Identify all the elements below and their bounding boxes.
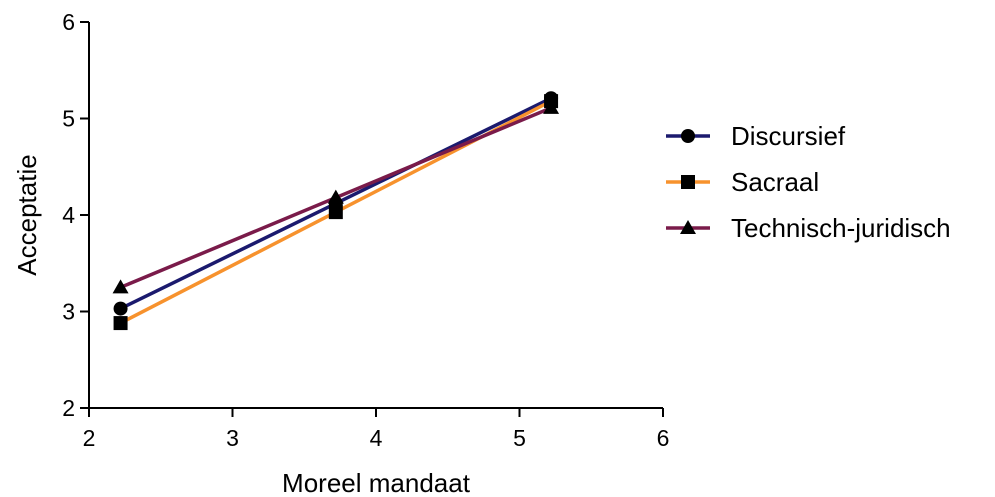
legend-label: Technisch-juridisch	[731, 213, 951, 243]
x-tick-label: 6	[657, 425, 670, 451]
y-tick-label: 4	[62, 202, 75, 228]
legend-marker	[681, 175, 695, 189]
data-point	[327, 189, 344, 204]
legend-marker	[680, 220, 696, 234]
x-tick-label: 2	[83, 425, 96, 451]
y-tick-label: 3	[62, 299, 75, 325]
plot-markers	[112, 91, 560, 331]
x-tick-label: 3	[226, 425, 239, 451]
y-axis-label: Acceptatie	[12, 154, 42, 275]
data-point	[112, 279, 129, 294]
x-axis-label: Moreel mandaat	[282, 468, 471, 497]
legend: Discursief Sacraal Technisch-juridisch	[666, 121, 951, 243]
x-tick-label: 5	[513, 425, 526, 451]
data-point	[113, 316, 128, 331]
legend-label: Discursief	[731, 121, 846, 151]
x-ticks: 2 3 4 5 6	[83, 408, 670, 451]
y-ticks: 2 3 4 5 6	[62, 9, 89, 421]
y-tick-label: 2	[62, 395, 75, 421]
legend-marker	[681, 129, 695, 143]
data-point	[543, 99, 560, 114]
y-tick-label: 6	[62, 9, 75, 35]
data-point	[113, 301, 128, 316]
legend-label: Sacraal	[731, 167, 819, 197]
data-point	[328, 205, 343, 220]
y-tick-label: 5	[62, 106, 75, 132]
x-tick-label: 4	[370, 425, 383, 451]
